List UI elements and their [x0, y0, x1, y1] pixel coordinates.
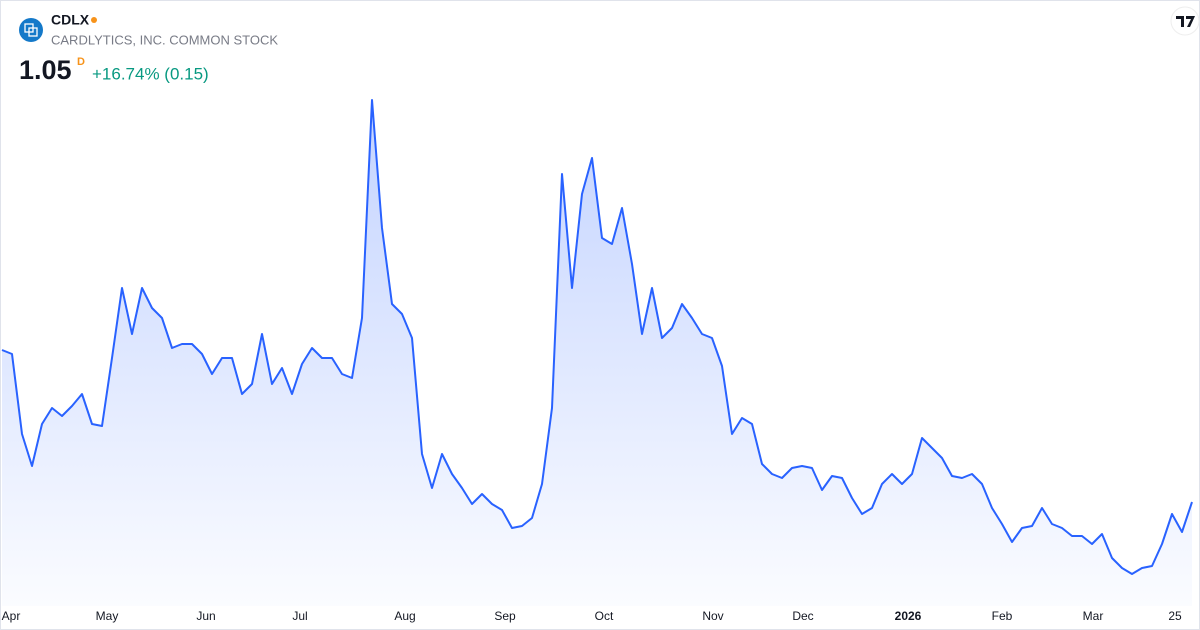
symbol-icon — [19, 18, 43, 42]
x-tick-label: Sep — [494, 609, 516, 623]
x-tick-label: May — [96, 609, 119, 623]
x-tick-label: Jun — [196, 609, 215, 623]
symbol: CDLX — [51, 12, 90, 28]
x-tick-label: Oct — [595, 609, 614, 623]
logo — [1170, 6, 1200, 36]
x-tick-label: Dec — [792, 609, 813, 623]
price: 1.05 — [19, 55, 72, 85]
x-tick-label: Aug — [394, 609, 415, 623]
x-tick-label: Apr — [2, 609, 21, 623]
price-change: +16.74% (0.15) — [92, 64, 209, 83]
area-fill — [2, 100, 1192, 606]
x-tick-label: Nov — [702, 609, 723, 623]
x-tick-label: Jul — [292, 609, 307, 623]
x-tick-label: 2026 — [895, 609, 922, 623]
company-name: CARDLYTICS, INC. COMMON STOCK — [51, 32, 278, 47]
x-tick-label: Mar — [1083, 609, 1104, 623]
x-tick-label: 25 — [1168, 609, 1182, 623]
price-flag: D — [77, 56, 85, 68]
x-tick-label: Feb — [992, 609, 1013, 623]
status-dot — [91, 17, 97, 23]
price-line — [1, 99, 1193, 575]
